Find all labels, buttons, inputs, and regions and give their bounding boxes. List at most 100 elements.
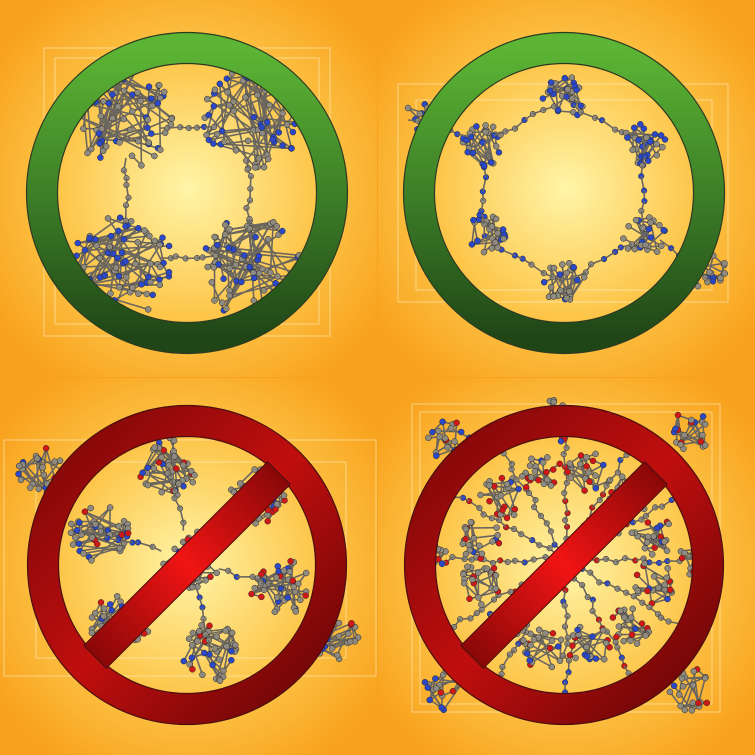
atom xyxy=(148,95,155,102)
atom xyxy=(252,233,259,241)
atom xyxy=(563,294,570,302)
atom xyxy=(348,620,355,627)
atom xyxy=(144,124,151,132)
atom xyxy=(100,612,107,620)
atom xyxy=(156,263,164,271)
atom xyxy=(135,137,142,145)
bond xyxy=(122,262,148,284)
atom xyxy=(211,233,218,241)
atom xyxy=(230,107,238,115)
atom xyxy=(264,235,272,243)
atom xyxy=(208,279,216,286)
atom xyxy=(148,130,155,137)
atom xyxy=(657,132,665,139)
atom xyxy=(480,162,488,170)
atom xyxy=(648,551,656,558)
atom xyxy=(215,261,222,268)
atom xyxy=(462,525,470,533)
bond xyxy=(214,89,268,156)
atom xyxy=(499,226,507,233)
atom xyxy=(628,529,636,537)
atom xyxy=(643,134,650,142)
atom xyxy=(116,284,123,291)
bond xyxy=(528,643,561,662)
atom xyxy=(664,595,671,603)
atom xyxy=(210,102,218,110)
atom xyxy=(97,528,104,535)
atom xyxy=(273,574,280,581)
atom xyxy=(567,474,575,481)
bond xyxy=(191,644,204,676)
atom xyxy=(116,544,124,552)
atom xyxy=(677,702,684,710)
atom xyxy=(459,540,467,548)
atom xyxy=(478,601,485,608)
atom xyxy=(165,242,173,250)
atom xyxy=(550,264,558,272)
atom xyxy=(194,638,201,645)
bond xyxy=(239,468,256,485)
atom xyxy=(225,244,232,252)
atom xyxy=(170,437,178,444)
atom xyxy=(80,550,87,557)
atom xyxy=(539,459,547,466)
bond xyxy=(589,629,604,657)
atom xyxy=(93,242,100,249)
bond xyxy=(45,448,56,479)
atom xyxy=(547,283,555,291)
atom xyxy=(640,125,648,132)
bond xyxy=(131,243,162,289)
atom xyxy=(228,629,236,637)
atom xyxy=(606,644,613,651)
atom xyxy=(570,263,577,271)
atom xyxy=(35,485,42,493)
atom xyxy=(542,630,549,637)
atom xyxy=(497,492,505,499)
atom xyxy=(157,146,164,154)
atom xyxy=(449,687,457,695)
atom xyxy=(469,576,476,583)
atom xyxy=(202,245,210,252)
atom xyxy=(556,460,563,468)
atom xyxy=(27,484,34,491)
atom xyxy=(672,425,679,433)
atom xyxy=(149,291,156,299)
bond xyxy=(205,106,215,136)
atom xyxy=(246,225,253,232)
atom xyxy=(451,438,458,445)
atom xyxy=(149,102,156,110)
atom xyxy=(212,252,219,259)
atom xyxy=(500,235,507,243)
atom xyxy=(141,227,148,234)
atom xyxy=(592,485,600,492)
atom xyxy=(287,557,294,565)
atom xyxy=(674,411,682,419)
atom xyxy=(457,428,465,436)
atom xyxy=(490,564,498,572)
atom xyxy=(549,466,557,473)
atom xyxy=(633,640,641,647)
atom xyxy=(189,629,197,637)
atom xyxy=(122,258,129,265)
atom xyxy=(660,226,667,234)
atom xyxy=(220,667,227,675)
atom xyxy=(474,237,481,245)
atom xyxy=(93,540,101,548)
atom xyxy=(211,645,218,652)
bond xyxy=(20,474,45,481)
atom xyxy=(115,227,122,235)
atom xyxy=(573,86,580,94)
bond xyxy=(631,608,634,635)
atom xyxy=(134,89,141,96)
bond xyxy=(75,243,162,280)
atom xyxy=(522,484,530,491)
atom xyxy=(91,236,99,243)
atom xyxy=(688,416,695,424)
atom xyxy=(637,121,644,128)
atom xyxy=(104,249,112,257)
atom xyxy=(627,637,634,644)
atom xyxy=(266,101,273,109)
atom xyxy=(468,133,475,140)
atom xyxy=(279,142,286,149)
atom xyxy=(334,651,341,659)
